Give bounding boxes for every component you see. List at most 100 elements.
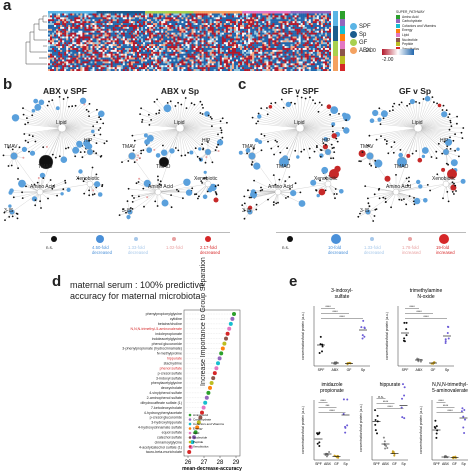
network-node	[127, 187, 130, 190]
pathway-legend-label: Carbohydrate	[402, 19, 422, 24]
network-node	[449, 136, 451, 139]
metabolite-label: 2-aminophenol sulfate	[147, 396, 182, 400]
x-group-label: GF	[452, 462, 457, 466]
legend-label: 1.33-fold	[364, 245, 381, 250]
network-node	[316, 146, 318, 149]
network-node	[325, 143, 327, 146]
network-node	[37, 177, 40, 179]
network-node	[447, 163, 449, 166]
data-point	[321, 350, 324, 353]
group-legend-item: SPF	[350, 23, 371, 31]
network-node	[411, 152, 414, 155]
network-node	[121, 161, 123, 163]
network-node	[367, 144, 369, 147]
data-point	[363, 335, 366, 338]
network-node	[284, 180, 287, 182]
network-node	[437, 103, 442, 108]
network-node	[137, 181, 140, 183]
data-point	[401, 383, 404, 386]
network-node	[255, 203, 258, 206]
x-group-label: GF	[347, 368, 352, 372]
network-node	[267, 140, 269, 143]
network-node	[142, 149, 145, 152]
network-node	[285, 197, 287, 199]
metabolite-label: phenol sulfate	[160, 366, 182, 370]
network-hub	[366, 152, 374, 160]
significance-label: ****	[387, 405, 393, 409]
network-node	[277, 201, 279, 204]
data-point	[444, 338, 447, 341]
network-node	[272, 174, 275, 176]
network-node	[277, 145, 280, 148]
y-axis-label: concentration/total protein (a.u.)	[385, 312, 389, 360]
network-node	[247, 205, 253, 210]
legend-marker	[134, 237, 138, 241]
metabolite-label: betaine/choline	[158, 322, 182, 326]
network-node	[257, 112, 260, 115]
network-node	[436, 102, 438, 105]
network-node	[299, 191, 302, 194]
network-node	[445, 109, 448, 112]
network-hub	[442, 148, 450, 156]
network-label: Xenobiotic	[432, 176, 456, 182]
network-node	[219, 120, 222, 123]
network-node	[34, 199, 37, 201]
network-node	[170, 206, 173, 209]
network-node	[177, 101, 179, 104]
network-node	[329, 113, 331, 116]
network-node	[268, 105, 273, 109]
network-node	[88, 194, 91, 197]
network-node	[426, 184, 429, 186]
network-node	[209, 116, 212, 118]
x-tick-label: 27	[201, 460, 208, 466]
data-point	[401, 416, 404, 419]
legend-label: n.s.	[282, 245, 289, 250]
chart-legend-label: Peptide	[193, 440, 204, 444]
network-node	[418, 184, 423, 189]
metabolite-label: deoxycholate	[161, 386, 182, 390]
network-node	[423, 198, 428, 203]
metabolite-label: cinnamoylglycine	[155, 440, 182, 444]
data-point	[403, 394, 406, 397]
network-node	[413, 197, 421, 205]
network-node	[360, 160, 362, 163]
network-node	[154, 200, 157, 203]
network-node	[207, 141, 209, 143]
network-node	[217, 143, 219, 146]
legend-marker	[172, 237, 176, 241]
network-hub	[396, 156, 408, 168]
legend-marker	[96, 235, 104, 243]
network-node	[193, 103, 196, 106]
network-hub	[204, 180, 212, 188]
network-label: HIP	[84, 138, 93, 144]
network-node	[279, 151, 282, 154]
network-node	[205, 177, 207, 179]
network-node	[46, 104, 49, 107]
network-label: 3-IS	[242, 208, 252, 214]
network-node	[131, 194, 134, 197]
network-node	[92, 150, 95, 153]
network-node	[155, 153, 161, 158]
network-node	[285, 101, 292, 108]
importance-dot	[201, 405, 206, 410]
network-node	[368, 134, 371, 137]
network-node	[454, 184, 457, 187]
network-node	[202, 148, 204, 151]
network-node	[385, 143, 388, 145]
network-node	[251, 116, 254, 119]
network-node	[453, 193, 455, 195]
network-node	[206, 190, 209, 193]
network-node	[456, 122, 458, 125]
network-node	[157, 175, 159, 178]
network-node	[17, 178, 19, 180]
network-node	[261, 189, 264, 191]
network-node	[313, 150, 316, 153]
network-node	[3, 211, 6, 214]
network-node	[374, 159, 383, 168]
network-gf-v-sp: Lipid TMAV TMAO HIP Xenobiotic Amino Acid 3-IS	[356, 88, 474, 228]
network-node	[272, 201, 275, 204]
network-node	[377, 117, 382, 122]
network-node	[408, 103, 411, 105]
network-label: Amino Acid	[30, 184, 55, 190]
data-point	[435, 436, 438, 439]
